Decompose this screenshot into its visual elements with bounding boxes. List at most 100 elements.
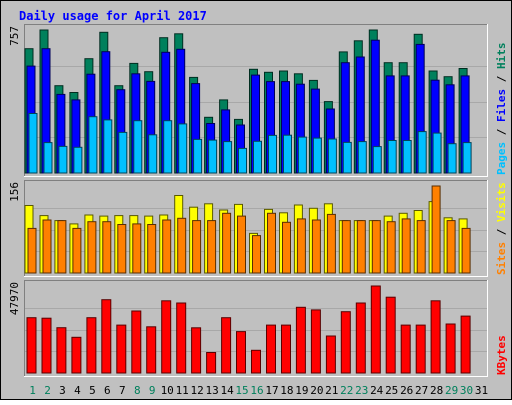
bar-kbytes-day-29 bbox=[445, 323, 456, 374]
bar-sites-day-30 bbox=[461, 227, 471, 274]
bar-kbytes-day-15 bbox=[236, 331, 246, 374]
bar-sites-day-15 bbox=[237, 215, 246, 274]
x-tick-label-day-1: 1 bbox=[29, 384, 36, 397]
bar-pages-day-8 bbox=[133, 120, 143, 174]
bar-pages-day-25 bbox=[387, 140, 397, 174]
bar-pages-day-18 bbox=[283, 134, 292, 174]
x-tick-label-day-19: 19 bbox=[295, 384, 308, 397]
panel-hits-files-pages: 757 Pages / Files / Hits bbox=[8, 24, 508, 177]
bar-pages-day-27 bbox=[417, 131, 427, 174]
bar-pages-day-19 bbox=[297, 136, 307, 174]
bar-sites-day-17 bbox=[267, 212, 276, 274]
legend-entry-hits: Hits bbox=[495, 43, 508, 70]
legend-entry-visits: Visits bbox=[495, 182, 508, 222]
bar-pages-day-7 bbox=[118, 131, 128, 174]
bar-sites-day-24 bbox=[371, 220, 381, 274]
x-tick-label-day-7: 7 bbox=[119, 384, 126, 397]
bar-sites-day-2 bbox=[42, 219, 52, 274]
bar-pages-day-26 bbox=[402, 140, 412, 174]
bar-kbytes-day-8 bbox=[131, 310, 142, 374]
bar-sites-day-23 bbox=[356, 220, 366, 274]
x-tick-label-day-26: 26 bbox=[400, 384, 413, 397]
bar-sites-day-27 bbox=[416, 220, 426, 274]
x-tick-label-day-5: 5 bbox=[89, 384, 96, 397]
x-axis-day-labels: 1 2 3 4 5 6 7 8 9 10 11 12 13 14 15 16 17 18 19 20 21 22 23 24 2… bbox=[29, 384, 488, 397]
bar-kbytes-day-16 bbox=[251, 349, 261, 374]
bar-pages-day-12 bbox=[193, 138, 203, 174]
bar-sites-day-3 bbox=[57, 220, 67, 274]
legend-hits-files-pages: Pages / Files / Hits bbox=[495, 43, 508, 176]
bar-sites-day-26 bbox=[401, 218, 411, 274]
legend-entry-kbytes: KBytes bbox=[495, 335, 508, 375]
bar-kbytes-day-6 bbox=[101, 299, 112, 374]
bar-kbytes-day-7 bbox=[116, 324, 127, 374]
x-tick-label-day-18: 18 bbox=[280, 384, 293, 397]
x-tick-label-day-29: 29 bbox=[445, 384, 458, 397]
x-tick-label-day-21: 21 bbox=[325, 384, 338, 397]
bar-sites-day-7 bbox=[117, 224, 127, 274]
bar-pages-day-16 bbox=[253, 140, 262, 174]
y-max-label-kbytes: 47970 bbox=[8, 282, 21, 315]
bar-kbytes-day-1 bbox=[26, 317, 37, 374]
bar-sites-day-29 bbox=[446, 220, 456, 274]
bar-pages-day-21 bbox=[327, 138, 337, 174]
bar-sites-day-12 bbox=[192, 220, 202, 274]
legend-separator: / bbox=[495, 122, 508, 142]
bar-sites-day-5 bbox=[87, 221, 97, 274]
bar-sites-day-28 bbox=[431, 185, 441, 274]
bar-pages-day-29 bbox=[447, 143, 457, 174]
bar-sites-day-9 bbox=[147, 224, 157, 274]
bar-pages-day-1 bbox=[28, 113, 38, 174]
x-tick-label-day-10: 10 bbox=[161, 384, 174, 397]
bar-pages-day-6 bbox=[103, 119, 113, 174]
bar-kbytes-day-17 bbox=[266, 324, 276, 374]
bar-kbytes-day-28 bbox=[430, 300, 441, 374]
bar-sites-day-20 bbox=[311, 219, 321, 274]
bar-kbytes-day-21 bbox=[325, 335, 336, 374]
bar-pages-day-20 bbox=[312, 137, 322, 174]
x-tick-label-day-6: 6 bbox=[104, 384, 111, 397]
x-tick-label-day-2: 2 bbox=[44, 384, 51, 397]
bar-sites-day-18 bbox=[282, 221, 291, 274]
x-tick-label-day-31: 31 bbox=[475, 384, 488, 397]
bar-pages-day-5 bbox=[88, 116, 98, 174]
bar-kbytes-day-22 bbox=[340, 311, 351, 374]
x-tick-label-day-17: 17 bbox=[265, 384, 278, 397]
bar-pages-day-13 bbox=[208, 139, 218, 174]
legend-entry-files: Files bbox=[495, 89, 508, 122]
bar-sites-day-1 bbox=[27, 227, 37, 274]
bar-sites-day-13 bbox=[207, 220, 217, 274]
x-tick-label-day-28: 28 bbox=[430, 384, 443, 397]
bar-kbytes-day-14 bbox=[221, 317, 232, 374]
x-tick-label-day-27: 27 bbox=[415, 384, 428, 397]
bar-sites-day-25 bbox=[386, 221, 396, 274]
bar-kbytes-day-4 bbox=[71, 336, 82, 374]
bar-kbytes-day-20 bbox=[310, 309, 321, 374]
bar-pages-day-22 bbox=[342, 141, 352, 174]
bar-sites-day-4 bbox=[72, 227, 82, 274]
bar-kbytes-day-11 bbox=[176, 302, 187, 374]
x-tick-label-day-16: 16 bbox=[250, 384, 263, 397]
bar-sites-day-16 bbox=[252, 235, 261, 274]
x-tick-label-day-22: 22 bbox=[340, 384, 353, 397]
bar-sites-day-10 bbox=[162, 219, 172, 274]
bar-pages-day-3 bbox=[58, 145, 68, 174]
bar-kbytes-day-2 bbox=[41, 317, 52, 374]
bar-pages-day-24 bbox=[372, 146, 382, 174]
panel-visits-sites: 156 Sites / Visits bbox=[8, 180, 508, 277]
bar-pages-day-2 bbox=[43, 142, 53, 174]
bar-pages-day-11 bbox=[178, 123, 188, 174]
legend-entry-pages: Pages bbox=[495, 142, 508, 175]
panel-kbytes: 47970 KBytes bbox=[8, 280, 508, 377]
bar-kbytes-day-19 bbox=[295, 306, 306, 374]
legend-entry-sites: Sites bbox=[495, 242, 508, 275]
bar-sites-day-14 bbox=[222, 212, 232, 274]
bar-kbytes-day-3 bbox=[56, 327, 67, 374]
bar-kbytes-day-5 bbox=[86, 317, 97, 374]
bar-kbytes-day-26 bbox=[400, 324, 411, 374]
x-tick-label-day-15: 15 bbox=[235, 384, 248, 397]
x-tick-label-day-11: 11 bbox=[176, 384, 189, 397]
bar-kbytes-day-25 bbox=[385, 296, 396, 374]
x-tick-label-day-4: 4 bbox=[74, 384, 81, 397]
